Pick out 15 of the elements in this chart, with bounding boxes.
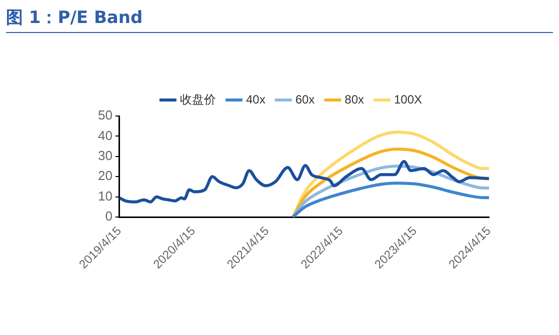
y-tick-label: 30: [98, 148, 112, 164]
y-tick-label: 20: [98, 168, 112, 184]
legend-label: 40x: [246, 92, 266, 106]
y-tick-label: 50: [98, 108, 112, 123]
line-series: [119, 160, 489, 204]
y-tick-label: 10: [98, 188, 112, 204]
chart-title: 图 1：P/E Band: [6, 6, 553, 33]
line-series: [292, 130, 489, 218]
line-series: [292, 182, 489, 218]
y-tick-label: 40: [98, 128, 112, 143]
y-tick-label: 0: [105, 208, 112, 224]
legend-label: 100X: [394, 92, 422, 106]
legend-label: 收盘价: [180, 92, 216, 106]
legend-label: 60x: [295, 92, 315, 106]
legend-label: 80x: [344, 92, 364, 106]
